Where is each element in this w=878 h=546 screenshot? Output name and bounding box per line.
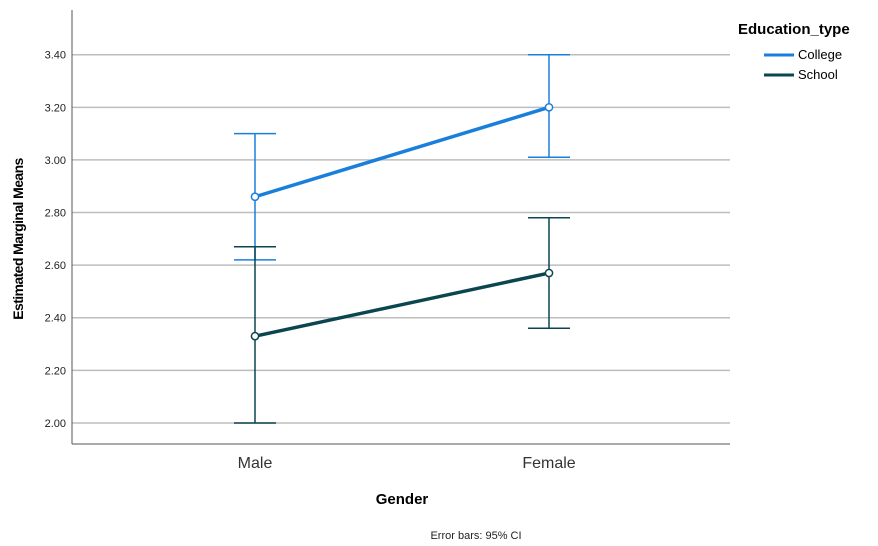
data-point-college-0 — [250, 192, 260, 202]
legend: Education_type College School — [738, 21, 850, 82]
y-tick-labels: 2.00 2.20 2.40 2.60 2.80 3.00 3.20 3.40 — [45, 50, 66, 430]
y-tick-label-7: 3.40 — [45, 50, 66, 62]
x-tick-label-female: Female — [522, 455, 575, 472]
y-tick-label-5: 3.00 — [45, 155, 66, 167]
error-bars — [234, 53, 570, 424]
y-tick-label-6: 3.20 — [45, 102, 66, 114]
y-axis-title: Estimated Marginal Means — [10, 157, 26, 319]
y-tick-label-0: 2.00 — [45, 418, 66, 430]
axes — [71, 10, 730, 445]
x-tick-label-male: Male — [238, 455, 273, 472]
data-point-school-1 — [544, 268, 554, 278]
y-tick-label-4: 2.80 — [45, 208, 66, 220]
legend-label-school: School — [798, 67, 838, 82]
data-points — [250, 102, 554, 341]
gridlines — [72, 53, 730, 424]
footnote: Error bars: 95% CI — [430, 530, 521, 542]
data-point-college-1 — [544, 102, 554, 112]
series-line-college — [253, 105, 551, 199]
x-tick-labels: Male Female — [238, 455, 576, 472]
data-point-school-0 — [250, 331, 260, 341]
y-tick-label-1: 2.20 — [45, 365, 66, 377]
series-lines — [253, 105, 551, 338]
y-tick-label-2: 2.40 — [45, 313, 66, 325]
y-tick-label-3: 2.60 — [45, 260, 66, 272]
legend-label-college: College — [798, 47, 842, 62]
x-axis-title: Gender — [376, 491, 429, 508]
legend-title: Education_type — [738, 21, 850, 38]
series-line-school — [253, 271, 551, 338]
